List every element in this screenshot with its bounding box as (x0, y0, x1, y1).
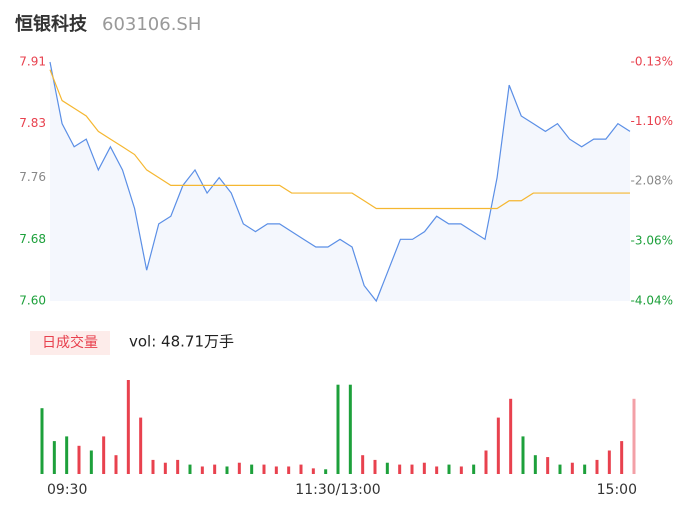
volume-bar (546, 457, 550, 474)
y2-tick-label: -3.06% (631, 234, 673, 248)
volume-bar (422, 462, 426, 474)
volume-bar (336, 384, 340, 474)
volume-bar (435, 466, 439, 474)
volume-bar (558, 464, 562, 474)
y-tick-label: 7.68 (19, 232, 46, 246)
x-tick-label: 15:00 (597, 482, 637, 498)
volume-bar (188, 464, 192, 474)
price-area (50, 62, 630, 301)
volume-bar (447, 464, 451, 474)
volume-bar (398, 464, 402, 474)
volume-bar (373, 459, 377, 474)
volume-bar (126, 380, 130, 474)
volume-bar (139, 417, 143, 474)
volume-bar (52, 441, 56, 474)
volume-bar (632, 398, 636, 474)
volume-bar (361, 455, 365, 474)
volume-bar (200, 466, 204, 474)
volume-bar (225, 466, 229, 474)
volume-bar (324, 469, 328, 474)
y-tick-label: 7.60 (19, 294, 46, 308)
x-tick-label: 11:30/13:00 (295, 482, 380, 498)
y-tick-label: 7.76 (19, 170, 46, 184)
stock-name: 恒银科技 (15, 13, 88, 35)
volume-bar (595, 459, 599, 474)
volume-bar (348, 384, 352, 474)
volume-bar (89, 450, 93, 474)
y2-tick-label: -1.10% (631, 114, 673, 128)
volume-bar (237, 462, 241, 474)
volume-bar (607, 450, 611, 474)
volume-title: 日成交量 (42, 334, 98, 351)
y-tick-label: 7.91 (19, 55, 46, 69)
average-line (49, 69, 630, 210)
volume-bar (299, 464, 303, 474)
volume-bar (410, 464, 414, 474)
volume-bar (262, 464, 266, 474)
x-tick-label: 09:30 (47, 482, 87, 498)
stock-code: 603106.SH (102, 14, 201, 35)
volume-total: vol: 48.71万手 (129, 333, 234, 351)
volume-bar (163, 462, 167, 474)
volume-bar (472, 464, 476, 474)
y2-tick-label: -4.04% (631, 294, 673, 308)
volume-bar (65, 436, 69, 474)
volume-bar (250, 464, 254, 474)
volume-bar (40, 408, 44, 474)
volume-bar (151, 459, 155, 474)
volume-bar (583, 464, 587, 474)
volume-label-bg (30, 331, 110, 355)
volume-bar (213, 464, 217, 474)
volume-bar (620, 441, 624, 474)
y2-tick-label: -2.08% (631, 174, 673, 188)
volume-bar (521, 436, 525, 474)
volume-bar (287, 466, 291, 474)
volume-bar (274, 466, 278, 474)
volume-bar (102, 436, 106, 474)
volume-bar (176, 459, 180, 474)
volume-bar (570, 462, 574, 474)
volume-bar (114, 455, 118, 474)
volume-bar (496, 417, 500, 474)
volume-bar (459, 466, 463, 474)
volume-bar (77, 445, 81, 474)
volume-bar (509, 398, 513, 474)
y2-tick-label: -0.13% (631, 55, 673, 69)
volume-bar (311, 468, 315, 474)
volume-bar (533, 455, 537, 474)
y-tick-label: 7.83 (19, 116, 46, 130)
volume-bar (484, 450, 488, 474)
volume-bar (385, 462, 389, 474)
price-line (49, 61, 631, 303)
